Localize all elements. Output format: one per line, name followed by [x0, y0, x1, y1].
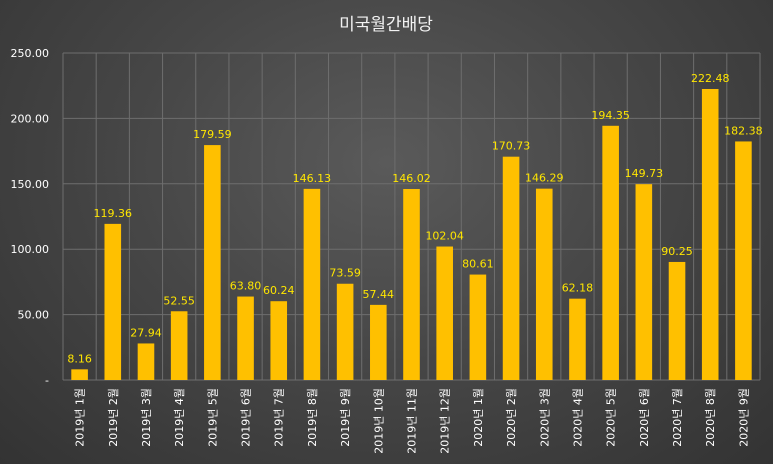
data-label: 102.04	[425, 230, 464, 243]
bar	[635, 184, 653, 380]
y-tick-label: 200.00	[11, 112, 50, 125]
x-tick-label: 2020년 3월	[538, 388, 551, 447]
bar	[436, 246, 453, 380]
data-label: 8.16	[67, 352, 92, 365]
x-tick-label: 2020년 8월	[704, 388, 717, 447]
data-label: 60.24	[263, 284, 295, 297]
data-label: 146.29	[525, 172, 564, 185]
bar	[535, 188, 553, 380]
x-tick-label: 2020년 5월	[605, 388, 618, 447]
x-tick-label: 2019년 12월	[439, 388, 452, 454]
x-tick-label: 2019년 11월	[406, 388, 419, 454]
x-tick-label: 2020년 4월	[571, 388, 584, 447]
data-label: 222.48	[691, 72, 730, 85]
data-labels: 8.16 119.36 27.94 52.55 179.59 63.80 60.24 146.…	[67, 72, 762, 365]
data-label: 90.25	[661, 245, 693, 258]
data-label: 179.59	[193, 128, 232, 141]
x-tick-label: 2019년 4월	[173, 388, 186, 447]
bars	[71, 88, 752, 381]
x-tick-label: 2020년 1월	[472, 388, 485, 447]
bar	[370, 304, 387, 380]
data-label: 57.44	[363, 288, 395, 301]
bar	[469, 274, 487, 380]
data-label: 80.61	[462, 258, 494, 271]
bar	[237, 296, 254, 380]
bar	[137, 343, 155, 380]
bar	[170, 311, 188, 380]
bar	[403, 189, 420, 380]
data-label: 194.35	[591, 109, 630, 122]
x-tick-label: 2019년 5월	[206, 388, 219, 447]
bar	[602, 125, 619, 381]
x-tick-label: 2019년 8월	[306, 388, 319, 447]
bar	[71, 369, 88, 380]
data-label: 119.36	[94, 207, 133, 220]
x-tick-label: 2020년 2월	[505, 388, 518, 447]
x-tick-label: 2020년 7월	[671, 388, 684, 447]
bar	[701, 88, 719, 381]
y-tick-label: 100.00	[11, 243, 50, 256]
data-label: 73.59	[329, 267, 361, 280]
bar	[270, 301, 288, 380]
bar	[303, 188, 321, 380]
data-label: 146.02	[392, 172, 431, 185]
y-tick-label: -	[45, 374, 49, 387]
bar	[502, 156, 520, 380]
data-label: 146.13	[293, 172, 332, 185]
x-tick-label: 2019년 9월	[339, 388, 352, 447]
x-axis-ticks: 2019년 1월 2019년 2월 2019년 3월 2019년 4월 2019년 5월…	[74, 388, 751, 454]
y-tick-label: 50.00	[18, 309, 50, 322]
chart-title: 미국월간배당	[339, 15, 433, 35]
bar	[735, 141, 752, 380]
bar	[569, 298, 586, 380]
x-tick-label: 2019년 7월	[273, 388, 286, 447]
data-label: 52.55	[163, 294, 195, 307]
bar	[104, 223, 122, 380]
bar	[204, 145, 221, 380]
data-label: 62.18	[562, 282, 594, 295]
x-tick-label: 2019년 6월	[240, 388, 253, 447]
x-tick-label: 2019년 10월	[372, 388, 385, 454]
bar	[668, 261, 686, 380]
data-label: 63.80	[230, 280, 262, 293]
x-tick-label: 2020년 6월	[638, 388, 651, 447]
y-tick-label: 250.00	[11, 47, 50, 60]
bar	[336, 283, 354, 380]
x-tick-label: 2019년 3월	[140, 388, 153, 447]
gridlines	[62, 52, 761, 381]
x-tick-label: 2019년 2월	[107, 388, 120, 447]
x-tick-label: 2020년 9월	[737, 388, 750, 447]
data-label: 182.38	[724, 124, 763, 137]
data-label: 27.94	[130, 326, 162, 339]
x-tick-label: 2019년 1월	[74, 388, 87, 447]
data-label: 170.73	[492, 140, 531, 153]
y-tick-label: 150.00	[11, 178, 50, 191]
data-label: 149.73	[625, 167, 664, 180]
y-axis-ticks: - 50.00 100.00 150.00 200.00 250.00	[11, 47, 50, 387]
